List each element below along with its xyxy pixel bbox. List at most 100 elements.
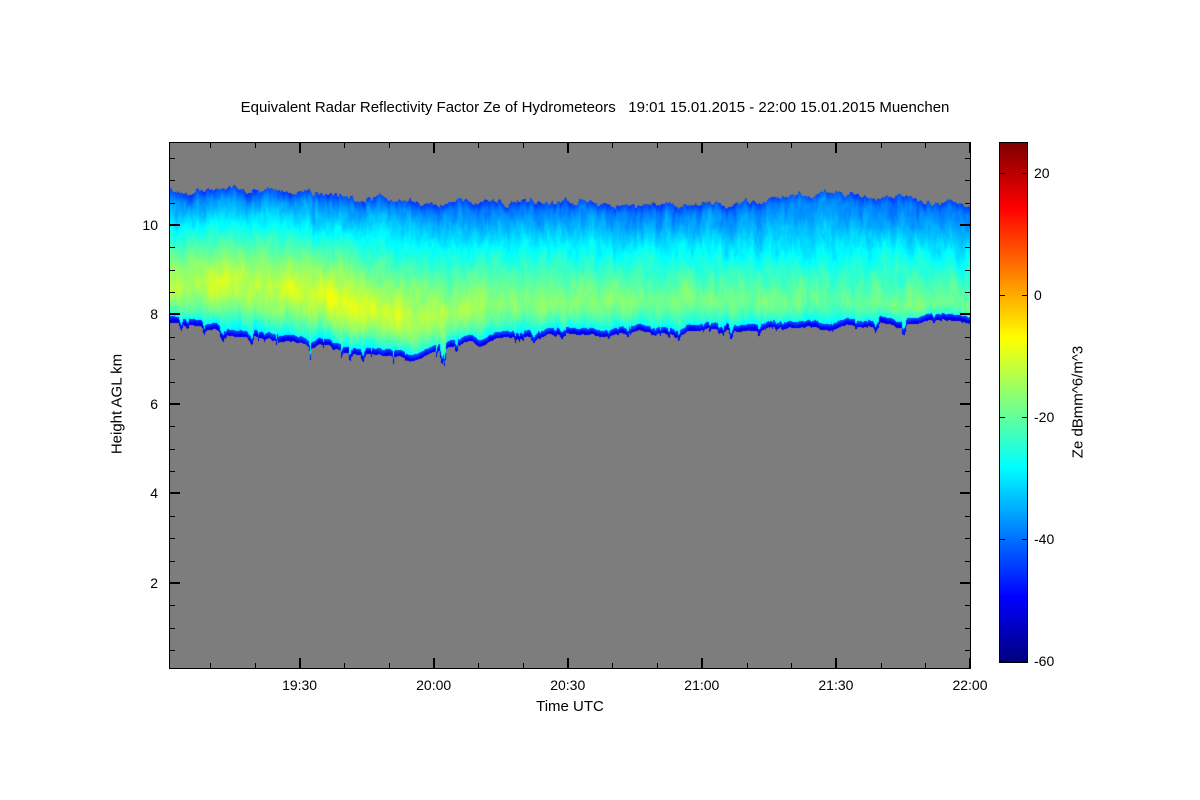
y-axis-tick-label: 4 <box>150 485 158 502</box>
colorbar-tick-label: -40 <box>1034 530 1055 547</box>
x-minor-tick <box>210 143 212 148</box>
y-minor-tick <box>965 605 970 607</box>
y-major-tick <box>960 402 970 405</box>
y-minor-tick <box>965 269 970 271</box>
y-minor-tick <box>170 292 175 294</box>
y-minor-tick <box>170 269 175 271</box>
y-minor-tick <box>170 247 175 249</box>
y-minor-tick <box>170 605 175 607</box>
x-major-tick <box>969 658 971 668</box>
colorbar-tick-label: -60 <box>1034 653 1055 669</box>
y-minor-tick <box>170 180 175 182</box>
x-minor-tick <box>657 663 659 668</box>
x-minor-tick <box>344 663 346 668</box>
y-minor-tick <box>965 202 970 204</box>
x-minor-tick <box>254 663 256 668</box>
colorbar-canvas <box>1000 143 1027 662</box>
y-minor-tick <box>965 292 970 294</box>
y-major-tick <box>960 492 970 495</box>
y-major-tick <box>170 402 180 405</box>
colorbar-tick-label: 20 <box>1034 164 1050 181</box>
y-minor-tick <box>965 448 970 450</box>
x-major-tick <box>834 143 837 153</box>
x-minor-tick <box>880 143 882 148</box>
colorbar-tick <box>1022 661 1027 663</box>
y-minor-tick <box>170 381 175 383</box>
x-axis-tick-label: 19:30 <box>282 677 318 693</box>
x-minor-tick <box>791 663 793 668</box>
x-minor-tick <box>746 663 748 668</box>
y-minor-tick <box>965 650 970 652</box>
colorbar-tick <box>1022 416 1027 419</box>
colorbar-tick <box>1000 294 1005 297</box>
y-minor-tick <box>170 515 175 517</box>
y-minor-tick <box>965 157 970 159</box>
x-major-tick <box>566 658 569 668</box>
x-axis-title: Time UTC <box>536 698 604 715</box>
y-major-tick <box>960 313 970 316</box>
y-minor-tick <box>170 426 175 428</box>
y-minor-tick <box>965 381 970 383</box>
x-minor-tick <box>880 663 882 668</box>
colorbar-tick <box>1000 172 1005 175</box>
x-major-tick <box>969 143 971 153</box>
x-axis-tick-label: 21:30 <box>818 677 854 693</box>
y-minor-tick <box>965 426 970 428</box>
x-minor-tick <box>344 143 346 148</box>
colorbar-title: Ze dBmm^6/m^3 <box>1069 345 1087 459</box>
y-minor-tick <box>965 515 970 517</box>
tick-layer <box>170 143 971 668</box>
plot-area <box>169 142 971 669</box>
heatmap-canvas <box>170 143 970 668</box>
y-major-tick <box>170 223 180 226</box>
colorbar-tick <box>1000 416 1005 419</box>
x-minor-tick <box>791 143 793 148</box>
y-major-tick <box>170 492 180 495</box>
x-axis-tick-label: 22:00 <box>952 677 988 693</box>
colorbar <box>999 142 1028 663</box>
y-minor-tick <box>170 627 175 629</box>
x-minor-tick <box>254 143 256 148</box>
x-minor-tick <box>523 663 525 668</box>
x-minor-tick <box>388 143 390 148</box>
y-minor-tick <box>965 336 970 338</box>
x-major-tick <box>298 658 301 668</box>
colorbar-tick <box>1022 172 1027 175</box>
x-major-tick <box>834 658 837 668</box>
colorbar-tick <box>1000 538 1005 541</box>
y-major-tick <box>170 581 180 584</box>
x-major-tick <box>432 658 435 668</box>
x-minor-tick <box>478 663 480 668</box>
y-axis-tick-label: 6 <box>150 395 158 412</box>
y-minor-tick <box>170 471 175 473</box>
y-minor-tick <box>170 650 175 652</box>
x-major-tick <box>298 143 301 153</box>
x-minor-tick <box>523 143 525 148</box>
y-minor-tick <box>170 157 175 159</box>
x-major-tick <box>432 143 435 153</box>
x-minor-tick <box>388 663 390 668</box>
colorbar-tick <box>1000 661 1005 663</box>
x-minor-tick <box>925 143 927 148</box>
y-minor-tick <box>965 247 970 249</box>
colorbar-tick <box>1022 538 1027 541</box>
x-minor-tick <box>612 143 614 148</box>
colorbar-tick <box>1022 294 1027 297</box>
x-minor-tick <box>746 143 748 148</box>
y-minor-tick <box>965 538 970 540</box>
y-axis-tick-label: 2 <box>150 574 158 591</box>
y-axis-tick-label: 10 <box>142 216 158 233</box>
y-minor-tick <box>170 560 175 562</box>
y-major-tick <box>960 223 970 226</box>
x-axis-tick-label: 20:00 <box>416 677 452 693</box>
y-minor-tick <box>170 336 175 338</box>
y-minor-tick <box>965 627 970 629</box>
y-axis-tick-label: 8 <box>150 306 158 323</box>
x-minor-tick <box>925 663 927 668</box>
colorbar-tick-label: -20 <box>1034 408 1055 425</box>
x-minor-tick <box>612 663 614 668</box>
y-minor-tick <box>170 202 175 204</box>
colorbar-tick-label: 0 <box>1034 286 1042 303</box>
x-minor-tick <box>478 143 480 148</box>
